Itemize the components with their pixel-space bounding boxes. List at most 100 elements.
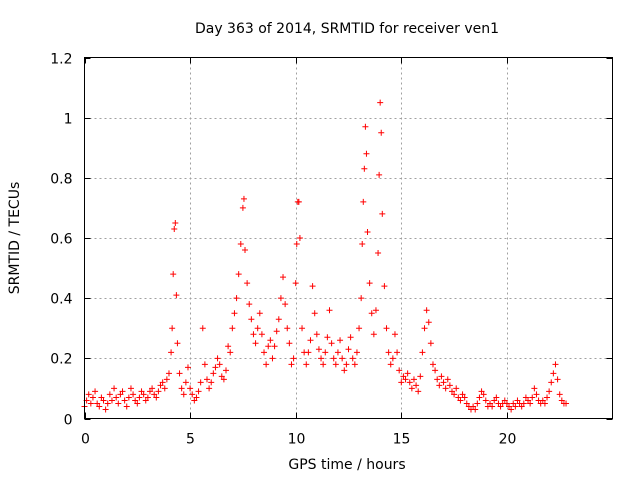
data-point <box>378 129 385 136</box>
data-point <box>455 394 462 401</box>
data-point <box>533 391 540 398</box>
data-point <box>242 247 249 254</box>
data-point <box>337 337 344 344</box>
data-point <box>381 283 388 290</box>
data-point <box>206 385 213 392</box>
data-point <box>140 391 147 398</box>
data-point <box>191 397 198 404</box>
data-point <box>546 388 553 395</box>
data-point <box>275 316 282 323</box>
data-point <box>527 400 534 407</box>
data-point <box>182 379 189 386</box>
data-point <box>149 385 156 392</box>
data-point <box>510 400 517 407</box>
data-point <box>394 349 401 356</box>
data-point <box>184 364 191 371</box>
data-point <box>256 310 263 317</box>
data-point <box>258 331 265 338</box>
data-point <box>353 349 360 356</box>
data-point <box>130 391 137 398</box>
x-tick-label: 5 <box>186 432 195 448</box>
data-point <box>233 295 240 302</box>
data-point <box>506 403 513 410</box>
data-point <box>309 283 316 290</box>
data-point <box>265 343 272 350</box>
data-point <box>478 388 485 395</box>
data-point <box>375 250 382 257</box>
data-point <box>235 271 242 278</box>
data-point <box>250 331 257 338</box>
data-point <box>345 346 352 353</box>
data-point <box>218 373 225 380</box>
data-point <box>208 379 215 386</box>
data-point <box>155 388 162 395</box>
data-point <box>334 349 341 356</box>
data-point <box>307 337 314 344</box>
data-point <box>171 225 178 232</box>
data-point <box>522 394 529 401</box>
data-point <box>163 376 170 383</box>
data-point <box>313 331 320 338</box>
data-point <box>261 349 268 356</box>
x-axis-label: GPS time / hours <box>288 457 405 473</box>
data-point <box>356 325 363 332</box>
data-point <box>518 403 525 410</box>
data-point <box>425 319 432 326</box>
data-point <box>446 382 453 389</box>
data-point <box>366 280 373 287</box>
x-tick-label: 20 <box>499 432 517 448</box>
data-point <box>288 361 295 368</box>
data-point <box>415 388 422 395</box>
data-point <box>429 361 436 368</box>
data-point <box>396 367 403 374</box>
data-point <box>311 310 318 317</box>
data-point <box>332 361 339 368</box>
data-point <box>123 403 130 410</box>
data-point <box>404 370 411 377</box>
data-point <box>195 388 202 395</box>
data-point <box>361 165 368 172</box>
data-point <box>514 397 521 404</box>
data-point <box>552 361 559 368</box>
data-point <box>508 406 515 413</box>
data-point <box>197 379 204 386</box>
y-tick-label: 0.6 <box>50 232 72 248</box>
data-point <box>421 325 428 332</box>
data-point <box>104 400 111 407</box>
data-point <box>87 400 94 407</box>
data-point <box>448 388 455 395</box>
data-point <box>108 397 115 404</box>
y-tick-label: 1 <box>64 112 73 128</box>
data-point <box>201 361 208 368</box>
data-point <box>111 385 118 392</box>
data-point <box>176 370 183 377</box>
data-point <box>417 373 424 380</box>
data-point <box>144 394 151 401</box>
data-point <box>96 403 103 410</box>
data-point <box>364 228 371 235</box>
data-point <box>554 376 561 383</box>
data-point <box>463 400 470 407</box>
data-point <box>284 325 291 332</box>
data-point <box>295 198 302 205</box>
data-point <box>142 397 149 404</box>
data-point <box>512 403 519 410</box>
data-point <box>324 334 331 341</box>
data-point <box>438 373 445 380</box>
data-point <box>94 400 101 407</box>
data-point <box>387 361 394 368</box>
data-point <box>400 373 407 380</box>
data-point <box>318 355 325 362</box>
data-point <box>413 382 420 389</box>
data-point <box>520 400 527 407</box>
data-point <box>493 394 500 401</box>
data-point <box>115 400 122 407</box>
data-point <box>556 391 563 398</box>
data-point <box>410 376 417 383</box>
data-point <box>432 367 439 374</box>
data-point <box>269 355 276 362</box>
data-point <box>193 394 200 401</box>
data-point <box>501 397 508 404</box>
data-point <box>529 394 536 401</box>
y-axis-label: SRMTID / TECUs <box>7 182 23 295</box>
